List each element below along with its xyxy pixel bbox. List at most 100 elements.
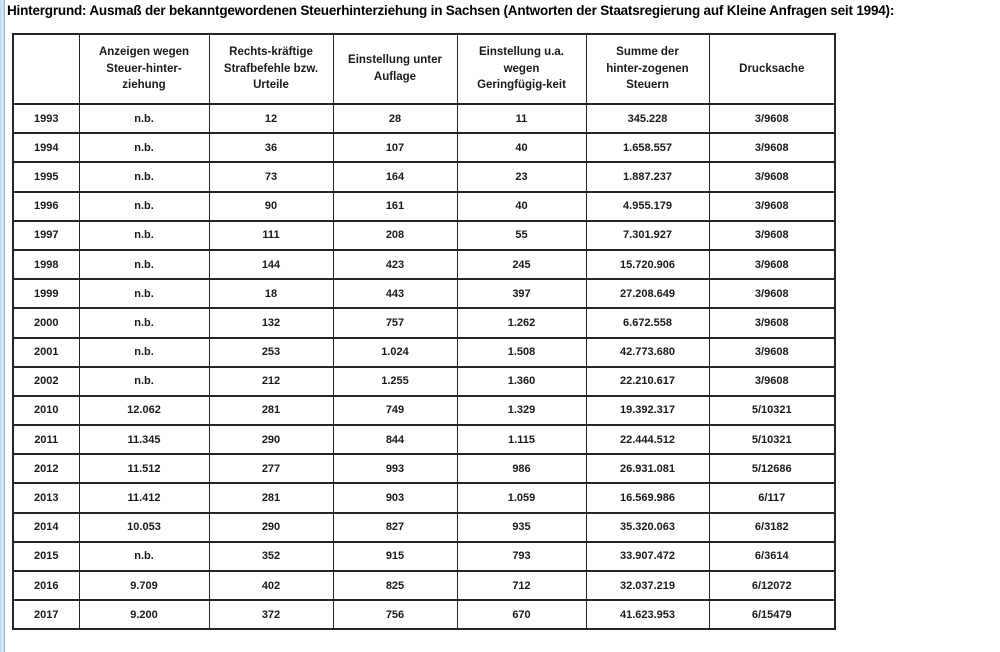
table-row: 1993 n.b. 12 28 11 345.228 3/9608 <box>12 102 836 135</box>
table-row: 1994 n.b. 36 107 40 1.658.557 3/9608 <box>12 132 836 164</box>
value-cell: 1.360 <box>456 365 587 397</box>
value-cell: 11 <box>456 102 587 135</box>
value-cell: 6/117 <box>708 482 836 514</box>
value-cell: 22.210.617 <box>585 365 710 397</box>
value-cell: 16.569.986 <box>585 482 710 514</box>
value-cell: 986 <box>456 453 587 485</box>
table-row: 1995 n.b. 73 164 23 1.887.237 3/9608 <box>12 161 836 193</box>
value-cell: n.b. <box>78 307 210 339</box>
value-cell: 36 <box>208 132 334 164</box>
value-cell: 6.672.558 <box>585 307 710 339</box>
value-cell: 1.329 <box>456 394 587 427</box>
table-row: 1997 n.b. 111 208 55 7.301.927 3/9608 <box>12 219 836 251</box>
value-cell: n.b. <box>78 132 210 164</box>
window-edge-stripe <box>0 0 5 652</box>
table-header: Anzeigen wegen Steuer-hinter- ziehung Rec… <box>12 33 836 105</box>
value-cell: 915 <box>332 540 458 573</box>
value-cell: 90 <box>208 190 334 222</box>
value-cell: n.b. <box>78 540 210 573</box>
column-header <box>12 33 80 105</box>
value-cell: 749 <box>332 394 458 427</box>
year-cell: 2014 <box>12 511 80 543</box>
value-cell: 757 <box>332 307 458 339</box>
value-cell: 793 <box>456 540 587 573</box>
value-cell: 6/15479 <box>708 599 836 631</box>
value-cell: 1.255 <box>332 365 458 397</box>
value-cell: 1.508 <box>456 336 587 368</box>
value-cell: n.b. <box>78 365 210 397</box>
year-cell: 2015 <box>12 540 80 573</box>
value-cell: 993 <box>332 453 458 485</box>
value-cell: 6/12072 <box>708 569 836 602</box>
year-cell: 1993 <box>12 102 80 135</box>
value-cell: 55 <box>456 219 587 251</box>
value-cell: 1.262 <box>456 307 587 339</box>
value-cell: 1.887.237 <box>585 161 710 193</box>
table-row: 2011 11.345 290 844 1.115 22.444.512 5/10321 <box>12 424 836 456</box>
document-page: Hintergrund: Ausmaß der bekanntgewordene… <box>7 3 895 631</box>
year-cell: 1997 <box>12 219 80 251</box>
value-cell: 11.512 <box>78 453 210 485</box>
table-row: 2016 9.709 402 825 712 32.037.219 6/12072 <box>12 569 836 602</box>
tax-evasion-table: Anzeigen wegen Steuer-hinter- ziehung Rec… <box>12 33 836 631</box>
value-cell: 27.208.649 <box>585 278 710 310</box>
table-row: 1996 n.b. 90 161 40 4.955.179 3/9608 <box>12 190 836 222</box>
value-cell: 132 <box>208 307 334 339</box>
value-cell: 32.037.219 <box>585 569 710 602</box>
value-cell: 903 <box>332 482 458 514</box>
year-cell: 2011 <box>12 424 80 456</box>
year-cell: 2000 <box>12 307 80 339</box>
value-cell: 6/3182 <box>708 511 836 543</box>
column-header: Rechts-kräftige Strafbefehle bzw. Urteil… <box>208 33 334 105</box>
table-body: 1993 n.b. 12 28 11 345.228 3/9608 1994 n.b. 36 107… <box>12 102 836 631</box>
year-cell: 2010 <box>12 394 80 427</box>
value-cell: 844 <box>332 424 458 456</box>
value-cell: 1.115 <box>456 424 587 456</box>
value-cell: 3/9608 <box>708 161 836 193</box>
year-cell: 1995 <box>12 161 80 193</box>
page-title: Hintergrund: Ausmaß der bekanntgewordene… <box>7 3 895 18</box>
value-cell: 4.955.179 <box>585 190 710 222</box>
value-cell: 9.709 <box>78 569 210 602</box>
value-cell: 3/9608 <box>708 248 836 281</box>
column-header: Drucksache <box>708 33 836 105</box>
value-cell: n.b. <box>78 161 210 193</box>
year-cell: 2017 <box>12 599 80 631</box>
table-row: 2017 9.200 372 756 670 41.623.953 6/15479 <box>12 599 836 631</box>
value-cell: 3/9608 <box>708 365 836 397</box>
year-cell: 1996 <box>12 190 80 222</box>
value-cell: 3/9608 <box>708 102 836 135</box>
table-row: 2001 n.b. 253 1.024 1.508 42.773.680 3/9608 <box>12 336 836 368</box>
table-row: 2015 n.b. 352 915 793 33.907.472 6/3614 <box>12 540 836 573</box>
value-cell: 245 <box>456 248 587 281</box>
value-cell: 402 <box>208 569 334 602</box>
year-cell: 2012 <box>12 453 80 485</box>
value-cell: 281 <box>208 482 334 514</box>
value-cell: 423 <box>332 248 458 281</box>
value-cell: 253 <box>208 336 334 368</box>
value-cell: 5/12686 <box>708 453 836 485</box>
value-cell: 12 <box>208 102 334 135</box>
value-cell: 3/9608 <box>708 336 836 368</box>
value-cell: 827 <box>332 511 458 543</box>
value-cell: 1.024 <box>332 336 458 368</box>
column-header: Summe der hinter-zogenen Steuern <box>585 33 710 105</box>
value-cell: n.b. <box>78 102 210 135</box>
value-cell: 10.053 <box>78 511 210 543</box>
value-cell: 33.907.472 <box>585 540 710 573</box>
column-header: Einstellung unter Auflage <box>332 33 458 105</box>
value-cell: 397 <box>456 278 587 310</box>
table-row: 2012 11.512 277 993 986 26.931.081 5/12686 <box>12 453 836 485</box>
value-cell: 670 <box>456 599 587 631</box>
table-row: 2000 n.b. 132 757 1.262 6.672.558 3/9608 <box>12 307 836 339</box>
value-cell: 107 <box>332 132 458 164</box>
value-cell: 15.720.906 <box>585 248 710 281</box>
value-cell: 9.200 <box>78 599 210 631</box>
year-cell: 1994 <box>12 132 80 164</box>
value-cell: 12.062 <box>78 394 210 427</box>
value-cell: n.b. <box>78 190 210 222</box>
header-row: Anzeigen wegen Steuer-hinter- ziehung Rec… <box>12 33 836 105</box>
value-cell: 212 <box>208 365 334 397</box>
value-cell: 372 <box>208 599 334 631</box>
column-header: Einstellung u.a. wegen Geringfügig-keit <box>456 33 587 105</box>
